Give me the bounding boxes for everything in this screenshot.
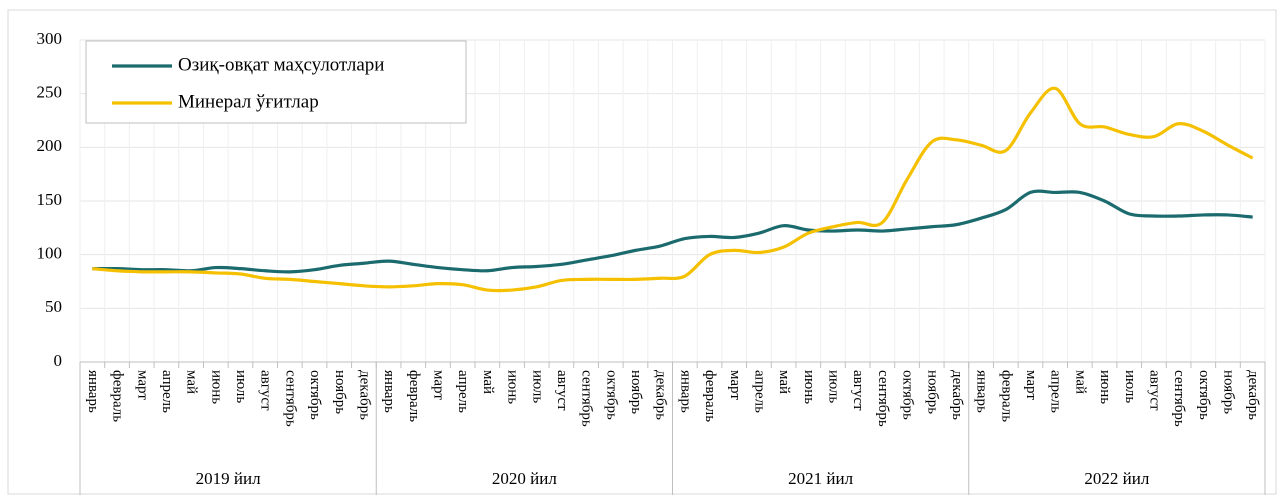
y-tick-label: 200 [37, 136, 63, 155]
x-tick-label: декабрь [356, 370, 372, 420]
x-tick-label: февраль [702, 370, 718, 422]
y-tick-label: 250 [37, 83, 63, 102]
legend-label: Озиқ-овқат маҳсулотлари [178, 54, 384, 75]
group-label: 2021 йил [788, 469, 853, 488]
legend-box [85, 40, 467, 124]
x-tick-label: апрель [159, 370, 175, 413]
y-tick-label: 0 [54, 351, 63, 370]
x-tick-label: август [258, 370, 274, 411]
x-tick-label: сентябрь [282, 370, 298, 427]
x-tick-label: май [184, 370, 200, 394]
x-tick-label: июль [826, 370, 842, 403]
x-tick-label: январь [381, 370, 397, 413]
x-tick-label: сентябрь [1171, 370, 1187, 427]
x-tick-label: февраль [998, 370, 1014, 422]
x-tick-label: октябрь [307, 370, 323, 420]
x-tick-label: июнь [801, 370, 817, 404]
x-tick-label: июнь [208, 370, 224, 404]
x-tick-label: май [776, 370, 792, 394]
x-tick-label: декабрь [653, 370, 669, 420]
x-tick-label: январь [85, 370, 101, 413]
group-label: 2019 йил [196, 469, 261, 488]
x-tick-label: июнь [1097, 370, 1113, 404]
x-tick-label: январь [974, 370, 990, 413]
x-tick-label: ноябрь [332, 370, 348, 414]
x-tick-label: апрель [751, 370, 767, 413]
x-tick-label: декабрь [1245, 370, 1261, 420]
line-series [92, 189, 1253, 274]
x-tick-label: июнь [505, 370, 521, 404]
x-tick-label: ноябрь [924, 370, 940, 414]
x-tick-label: ноябрь [628, 370, 644, 414]
line-series [92, 86, 1254, 293]
x-tick-label: январь [677, 370, 693, 413]
x-tick-label: сентябрь [875, 370, 891, 427]
x-tick-label: апрель [455, 370, 471, 413]
x-tick-label: сентябрь [579, 370, 595, 427]
x-tick-label: март [431, 370, 447, 400]
group-label: 2022 йил [1084, 469, 1149, 488]
x-tick-label: август [554, 370, 570, 411]
group-label: 2020 йил [492, 469, 557, 488]
x-tick-label: июль [233, 370, 249, 403]
x-tick-label: август [1146, 370, 1162, 411]
y-tick-label: 150 [37, 190, 63, 209]
x-tick-label: май [480, 370, 496, 394]
x-tick-label: март [1023, 370, 1039, 400]
x-tick-label: апрель [1048, 370, 1064, 413]
y-tick-label: 100 [37, 244, 63, 263]
x-tick-label: декабрь [949, 370, 965, 420]
legend-label: Минерал ўғитлар [178, 91, 319, 112]
x-tick-label: июль [1122, 370, 1138, 403]
y-tick-label: 50 [45, 297, 62, 316]
x-tick-label: октябрь [603, 370, 619, 420]
x-tick-label: август [850, 370, 866, 411]
chart-frame [7, 9, 1277, 495]
x-tick-label: октябрь [900, 370, 916, 420]
x-tick-label: ноябрь [1221, 370, 1237, 414]
x-tick-label: октябрь [1196, 370, 1212, 420]
x-tick-label: июль [529, 370, 545, 403]
x-tick-label: февраль [110, 370, 126, 422]
x-tick-label: март [134, 370, 150, 400]
x-tick-label: март [727, 370, 743, 400]
x-tick-label: февраль [406, 370, 422, 422]
x-tick-label: май [1072, 370, 1088, 394]
y-tick-label: 300 [37, 29, 63, 48]
